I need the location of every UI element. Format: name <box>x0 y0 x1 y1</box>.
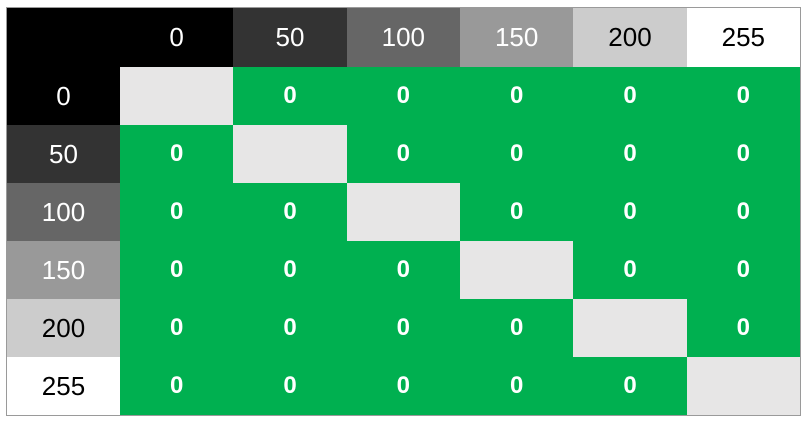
matrix-cell: 0 <box>346 125 460 183</box>
row-header-0: 0 <box>7 67 120 125</box>
matrix-cell: 0 <box>346 357 460 415</box>
row-header-200: 200 <box>7 299 120 357</box>
matrix-cell: 0 <box>120 357 234 415</box>
diagonal-cell <box>120 67 234 125</box>
matrix-cell: 0 <box>573 241 687 299</box>
matrix-cell: 0 <box>120 183 234 241</box>
contrast-matrix: 0 50 100 150 200 255 0 0 0 0 0 0 50 0 0 0 0 0 100 0 0 0 0 0 150 0… <box>6 7 801 416</box>
matrix-cell: 0 <box>233 241 347 299</box>
matrix-cell: 0 <box>686 67 800 125</box>
matrix-cell: 0 <box>120 241 234 299</box>
diagonal-cell <box>346 183 460 241</box>
matrix-cell: 0 <box>573 67 687 125</box>
matrix-cell: 0 <box>686 241 800 299</box>
matrix-cell: 0 <box>573 357 687 415</box>
matrix-cell: 0 <box>233 299 347 357</box>
column-header-150: 150 <box>460 8 574 67</box>
matrix-cell: 0 <box>573 125 687 183</box>
diagonal-cell <box>686 357 800 415</box>
matrix-cell: 0 <box>460 67 574 125</box>
diagonal-cell <box>233 125 347 183</box>
matrix-cell: 0 <box>233 67 347 125</box>
column-header-200: 200 <box>573 8 687 67</box>
row-header-50: 50 <box>7 125 120 183</box>
column-header-0: 0 <box>120 8 234 67</box>
matrix-cell: 0 <box>686 183 800 241</box>
row-header-255: 255 <box>7 357 120 415</box>
row-header-150: 150 <box>7 241 120 299</box>
matrix-cell: 0 <box>120 125 234 183</box>
matrix-cell: 0 <box>460 357 574 415</box>
matrix-cell: 0 <box>686 299 800 357</box>
matrix-cell: 0 <box>346 67 460 125</box>
matrix-cell: 0 <box>233 183 347 241</box>
matrix-cell: 0 <box>686 125 800 183</box>
row-header-100: 100 <box>7 183 120 241</box>
matrix-cell: 0 <box>120 299 234 357</box>
diagonal-cell <box>460 241 574 299</box>
matrix-cell: 0 <box>460 299 574 357</box>
matrix-cell: 0 <box>346 241 460 299</box>
matrix-cell: 0 <box>460 183 574 241</box>
column-header-100: 100 <box>346 8 460 67</box>
matrix-cell: 0 <box>346 299 460 357</box>
column-header-255: 255 <box>686 8 800 67</box>
matrix-cell: 0 <box>573 183 687 241</box>
matrix-cell: 0 <box>460 125 574 183</box>
matrix-cell: 0 <box>233 357 347 415</box>
diagonal-cell <box>573 299 687 357</box>
corner-cell <box>7 8 120 67</box>
column-header-50: 50 <box>233 8 347 67</box>
